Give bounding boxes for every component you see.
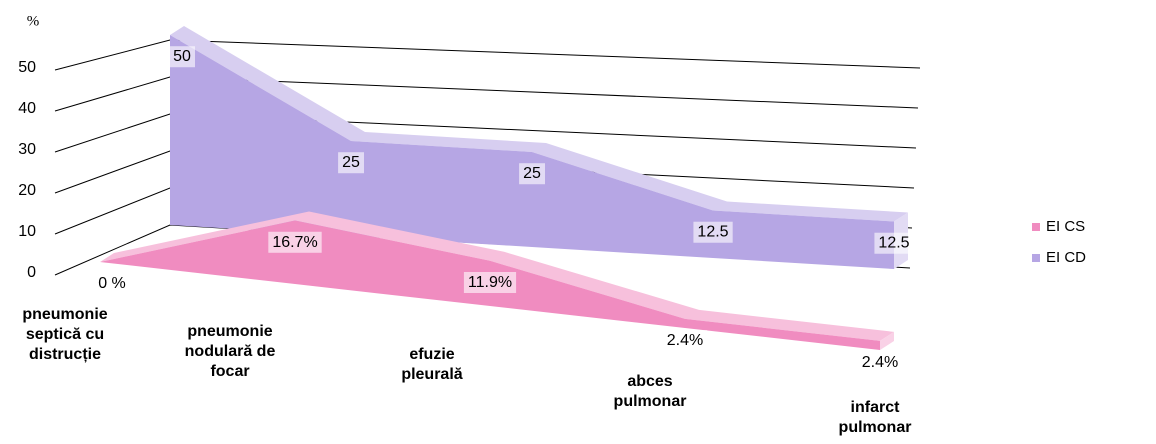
area-side xyxy=(880,331,894,350)
data-label-box xyxy=(169,46,195,68)
data-label-box xyxy=(94,273,130,295)
legend-swatch xyxy=(1032,254,1040,262)
x-tick-label: infarct pulmonar xyxy=(838,399,912,436)
area-top xyxy=(100,211,894,341)
data-label-group: 12.5 xyxy=(874,232,914,254)
data-label-group: 25 xyxy=(338,152,364,174)
x-tick-label: abces pulmonar xyxy=(613,373,687,410)
y-axis-label: % xyxy=(27,13,40,29)
data-label: 25 xyxy=(342,154,360,171)
legend-swatch xyxy=(1032,223,1040,231)
y-tick-label: 40 xyxy=(18,100,36,117)
data-label-group: 2.4% xyxy=(662,330,708,352)
data-label-box xyxy=(463,271,517,294)
data-label-box xyxy=(662,330,708,352)
data-label-box xyxy=(338,152,364,174)
x-tick-label: efuzie pleurală xyxy=(401,346,463,383)
data-label-group: 16.7% xyxy=(268,231,322,253)
legend-label: EI CS xyxy=(1046,218,1085,235)
y-tick-label: 50 xyxy=(18,59,36,76)
data-label-group: 12.5 xyxy=(693,221,733,243)
data-label-box xyxy=(519,163,545,185)
data-label-group: 50 xyxy=(169,46,195,68)
data-label: 2.4% xyxy=(862,354,898,371)
x-tick-label: pneumonie nodulară de focar xyxy=(184,323,276,380)
data-label: 0 % xyxy=(98,275,126,292)
data-label: 2.4% xyxy=(667,332,703,349)
y-tick-label: 30 xyxy=(18,141,36,158)
y-tick-label: 20 xyxy=(18,182,36,199)
data-label-box xyxy=(874,232,914,254)
data-label: 12.5 xyxy=(697,224,728,241)
x-tick-label: pneumonie septică cu distrucție xyxy=(22,306,108,363)
data-label-group: 25 xyxy=(519,163,545,185)
y-tick-label: 10 xyxy=(18,223,36,240)
data-label: 25 xyxy=(523,165,541,182)
data-label: 50 xyxy=(173,48,191,65)
data-label-group: 11.9% xyxy=(463,271,517,294)
data-label: 16.7% xyxy=(272,234,317,251)
data-label-box xyxy=(693,221,733,243)
data-label-group: 0 % xyxy=(94,273,130,295)
legend-label: EI CD xyxy=(1046,249,1086,266)
area xyxy=(170,35,894,269)
y-tick-label: 0 xyxy=(27,264,36,281)
data-label: 12.5 xyxy=(878,235,909,252)
data-label-box xyxy=(857,352,903,374)
data-label-group: 2.4% xyxy=(857,352,903,374)
data-label: 11.9% xyxy=(468,274,512,291)
data-label-box xyxy=(268,231,322,253)
